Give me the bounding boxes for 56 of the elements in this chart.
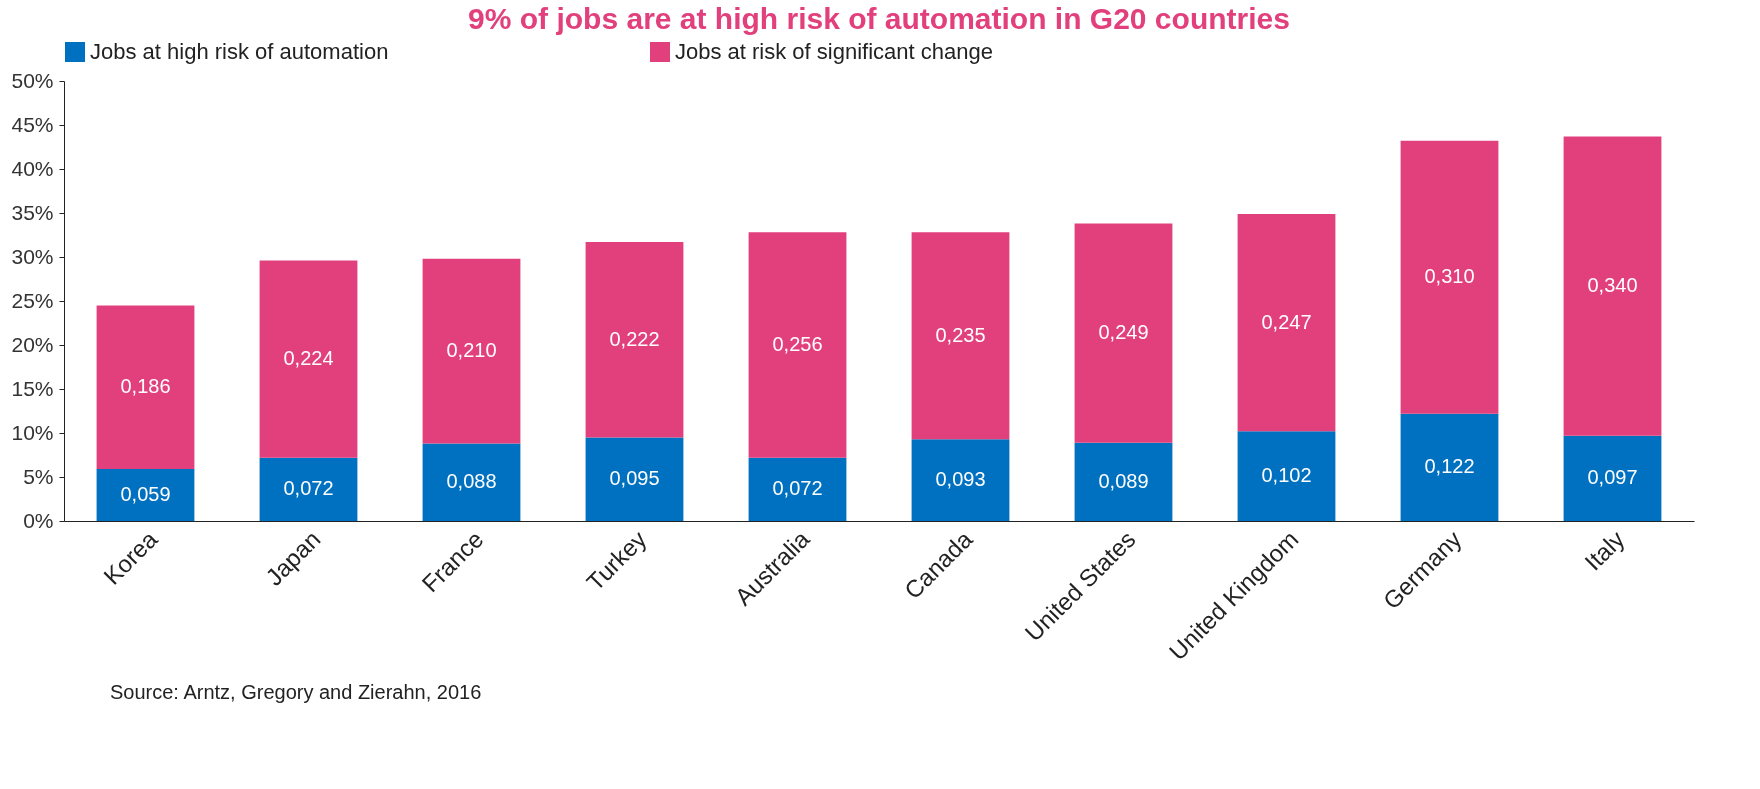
legend-label: Jobs at high risk of automation (90, 39, 389, 64)
data-label: 0,256 (772, 333, 823, 355)
y-tick-label: 50% (11, 68, 54, 92)
bar (1074, 442, 1173, 521)
y-tick-label: 25% (11, 288, 54, 312)
bar (1563, 136, 1662, 436)
chart-title: 9% of jobs are at high risk of automation in G20 countries (468, 2, 1290, 35)
bar (1563, 435, 1662, 521)
y-tick-label: 20% (11, 332, 54, 356)
data-label: 0,089 (1098, 469, 1149, 492)
y-tick-label: 40% (11, 156, 54, 180)
bar (422, 443, 521, 521)
bar (585, 242, 684, 438)
y-tick-label: 0% (23, 508, 54, 532)
bar (1237, 431, 1336, 521)
bar (259, 457, 358, 521)
data-label: 0,095 (609, 467, 660, 490)
data-label: 0,097 (1587, 466, 1638, 489)
data-label: 0,122 (1424, 455, 1475, 478)
data-label: 0,247 (1261, 310, 1312, 333)
y-tick-label: 30% (11, 244, 54, 268)
source-note: Source: Arntz, Gregory and Zierahn, 2016 (110, 681, 483, 704)
data-label: 0,340 (1587, 274, 1638, 297)
bar (1074, 223, 1173, 443)
y-tick-label: 15% (11, 376, 54, 400)
bar (1237, 213, 1336, 432)
y-tick-label: 10% (11, 420, 54, 444)
data-label: 0,059 (120, 483, 171, 506)
data-label: 0,235 (935, 323, 986, 346)
bar (422, 258, 521, 444)
bar (259, 260, 358, 458)
bar (911, 232, 1010, 440)
y-tick-label: 35% (11, 200, 54, 224)
data-label: 0,186 (120, 375, 171, 398)
y-tick-label: 5% (23, 464, 54, 488)
data-label: 0,072 (283, 477, 334, 500)
data-label: 0,102 (1261, 464, 1312, 487)
data-label: 0,093 (935, 468, 986, 491)
data-label: 0,088 (446, 470, 497, 493)
data-label: 0,072 (772, 477, 823, 500)
legend-label: Jobs at risk of significant change (675, 39, 993, 64)
bar (748, 457, 847, 521)
bar (911, 439, 1010, 521)
data-label: 0,224 (283, 347, 334, 370)
bar (585, 437, 684, 521)
bar (96, 305, 195, 470)
data-label: 0,210 (446, 339, 497, 362)
y-tick-label: 45% (11, 112, 54, 136)
bar (1400, 140, 1499, 414)
bar (1400, 413, 1499, 521)
bar (748, 232, 847, 458)
data-label: 0,249 (1098, 321, 1149, 344)
x-tick-label: Italy (1579, 525, 1630, 576)
bar (96, 469, 195, 521)
data-label: 0,310 (1424, 265, 1475, 288)
data-label: 0,222 (609, 327, 660, 350)
